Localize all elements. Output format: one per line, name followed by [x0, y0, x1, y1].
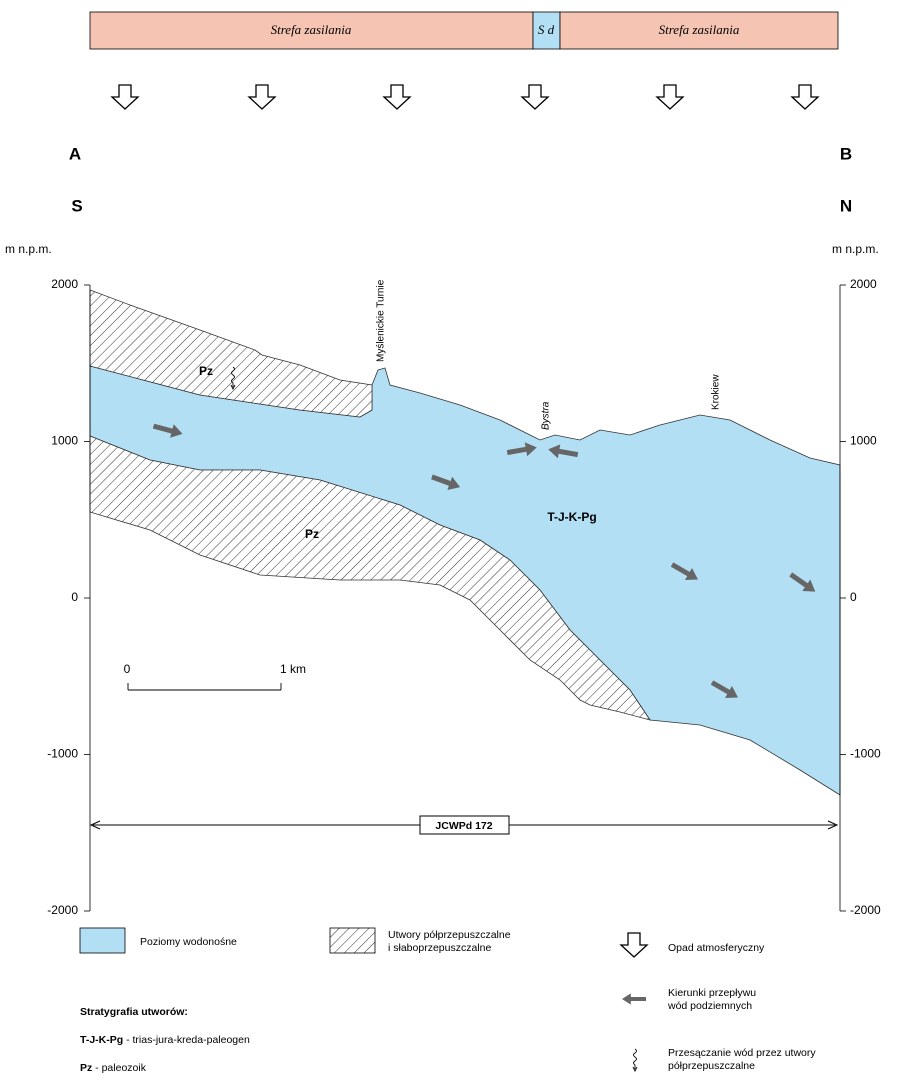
stratigraphy-item: Pz - paleozoik — [80, 1062, 147, 1074]
zone-label: Strefa zasilania — [271, 22, 352, 37]
stratigraphy-title: Stratygrafia utworów: — [80, 1006, 188, 1018]
legend-label: wód podziemnych — [667, 1000, 752, 1012]
scale-label: 0 — [124, 662, 131, 676]
code: T-J-K-Pg — [80, 1034, 123, 1046]
description: - trias-jura-kreda-paleogen — [123, 1034, 250, 1046]
y-tick-label: 2000 — [51, 277, 78, 291]
legend — [80, 928, 647, 1071]
place-label: Myślenickie Turnie — [376, 279, 387, 362]
layer-label: Pz — [305, 527, 319, 541]
precipitation-arrows — [112, 85, 818, 109]
scale-bar — [128, 683, 281, 690]
cross-section-figure: Strefa zasilania S d Strefa zasilania A … — [0, 0, 923, 1080]
y-tick-label: 2000 — [850, 277, 877, 291]
y-tick-label: 1000 — [850, 434, 877, 448]
direction: S — [71, 196, 82, 215]
axis-unit: m n.p.m. — [832, 242, 879, 256]
zone-label: S d — [538, 22, 555, 37]
layer-label: Pz — [199, 364, 213, 378]
y-tick-label: -1000 — [850, 747, 881, 761]
section-end: B — [840, 144, 852, 163]
legend-label: Poziomy wodonośne — [140, 936, 237, 948]
extent-label: JCWPd 172 — [435, 820, 492, 832]
legend-label: Utwory półprzepuszczalne — [388, 929, 511, 941]
y-tick-label: -2000 — [47, 903, 78, 917]
y-tick-label: -1000 — [47, 747, 78, 761]
axis-unit: m n.p.m. — [5, 242, 52, 256]
legend-label: Przesączanie wód przez utwory — [668, 1047, 816, 1059]
place-label: Krokiew — [711, 374, 722, 410]
place-label: Bystra — [541, 401, 552, 430]
y-tick-label: 0 — [850, 590, 857, 604]
y-tick-label: 0 — [71, 590, 78, 604]
legend-label: Opad atmosferyczny — [668, 942, 765, 954]
y-tick-label: -2000 — [850, 903, 881, 917]
y-tick-label: 1000 — [51, 434, 78, 448]
legend-label: i słaboprzepuszczalne — [388, 942, 491, 954]
legend-label: półprzepuszczalne — [668, 1060, 755, 1072]
description: - paleozoik — [92, 1062, 146, 1074]
scale-label: 1 km — [280, 662, 306, 676]
direction: N — [840, 196, 852, 215]
top-bar: Strefa zasilania S d Strefa zasilania — [90, 12, 838, 49]
stratigraphy-item: T-J-K-Pg - trias-jura-kreda-paleogen — [80, 1034, 250, 1046]
section-end: A — [69, 144, 81, 163]
legend-label: Kierunki przepływu — [668, 987, 756, 999]
code: Pz — [80, 1062, 92, 1074]
layer-label: T-J-K-Pg — [547, 510, 596, 524]
zone-label: Strefa zasilania — [659, 22, 740, 37]
